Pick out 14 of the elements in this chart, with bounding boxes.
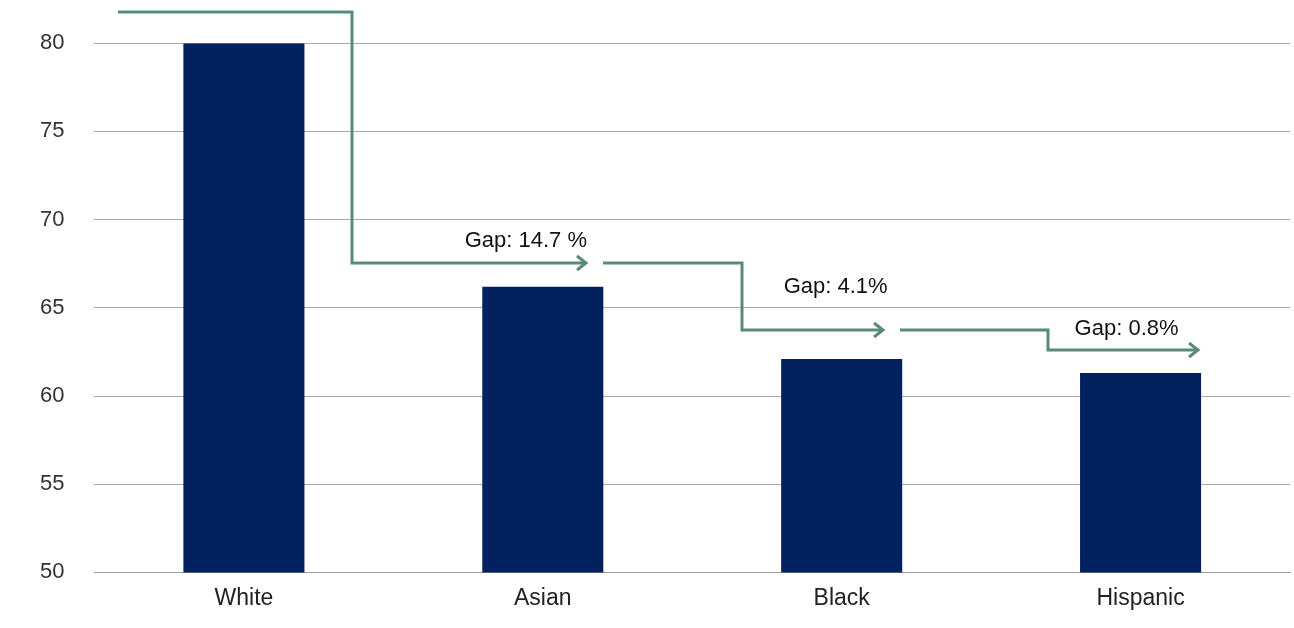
annotation: Gap: 4.1% [783,273,888,299]
y-tick-label: 60 [39,382,65,408]
x-tick-label: White [214,583,274,610]
y-tick-label: 70 [39,205,65,231]
x-tick-label: Asian [514,583,572,610]
y-tick-label: 65 [39,293,65,319]
annotation: Gap: 14.7 % [464,226,587,252]
y-tick-label: 50 [39,558,65,584]
y-tick-label: 55 [39,470,65,496]
y-tick-label: 75 [39,117,65,143]
annotation: Gap: 0.8% [1074,315,1179,341]
x-tick-label: Black [813,583,871,610]
y-tick-label: 80 [39,29,65,55]
x-tick-label: Hispanic [1096,583,1185,610]
